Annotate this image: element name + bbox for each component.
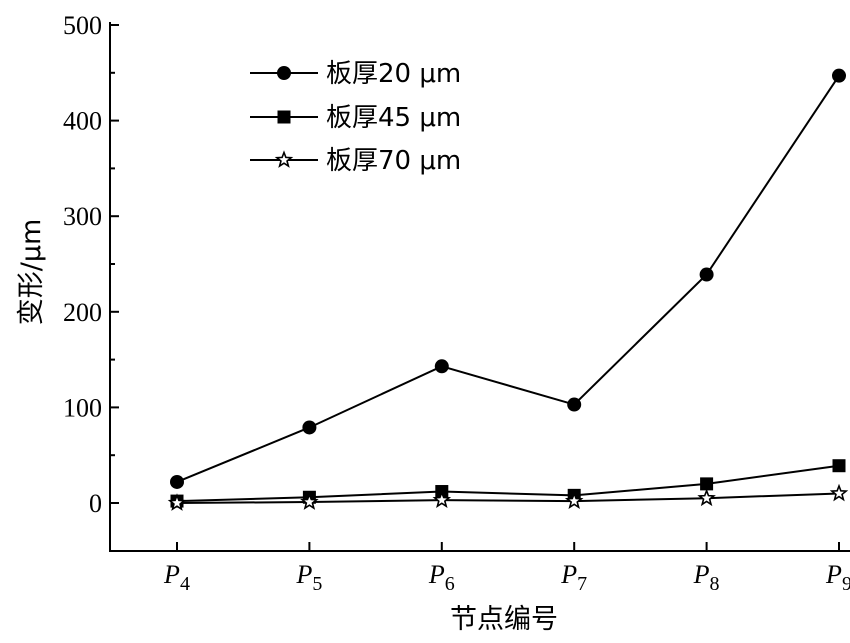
x-tick-label: P5 [295, 560, 322, 595]
series-line [176, 464, 840, 503]
legend-label: 板厚20 μm [326, 59, 461, 89]
data-point [832, 68, 846, 83]
x-tick-label: P9 [825, 560, 850, 595]
legend-marker [274, 150, 294, 168]
series-line [176, 75, 840, 483]
data-point [699, 267, 714, 282]
data-point [300, 492, 319, 510]
x-tick-label: P4 [163, 560, 190, 595]
data-point [697, 488, 716, 507]
legend-label: 板厚70 μm [326, 146, 461, 176]
axes: 0 100 200 300 400 500 P4 P5 P6 P7 P8 P9 [63, 11, 850, 595]
data-point [432, 490, 452, 509]
series-line [176, 492, 840, 504]
data-point [567, 397, 582, 412]
data-point [434, 359, 449, 374]
y-tick-label: 500 [63, 11, 102, 40]
y-tick-label: 0 [89, 489, 102, 518]
data-point [564, 491, 584, 509]
series-3 [167, 483, 849, 511]
data-point [167, 493, 187, 511]
y-tick-label: 300 [63, 202, 102, 231]
x-tick-label: P6 [428, 560, 455, 595]
data-point [700, 477, 714, 491]
y-tick-label: 400 [63, 107, 102, 136]
legend-item: 板厚45 μm [250, 103, 461, 133]
data-point [832, 459, 846, 473]
axis-frame [109, 22, 850, 552]
y-tick-label: 200 [63, 298, 102, 327]
legend-item: 板厚70 μm [250, 146, 461, 176]
x-axis-title: 节点编号 [450, 604, 558, 635]
series-1 [170, 68, 846, 489]
x-tick-label: P7 [560, 560, 587, 595]
y-tick-label: 100 [63, 393, 102, 422]
legend-marker [277, 110, 291, 124]
data-point [829, 483, 849, 502]
legend-item: 板厚20 μm [250, 59, 461, 89]
legend-label: 板厚45 μm [326, 103, 461, 133]
data-point [170, 474, 184, 489]
legend-marker [277, 66, 291, 80]
legend: 板厚20 μm 板厚45 μm 板厚70 μm [250, 59, 461, 176]
y-axis-title: 变形/μm [16, 219, 47, 326]
data-point [302, 420, 317, 435]
series-layer [167, 68, 849, 511]
x-tick-label: P8 [693, 560, 720, 595]
